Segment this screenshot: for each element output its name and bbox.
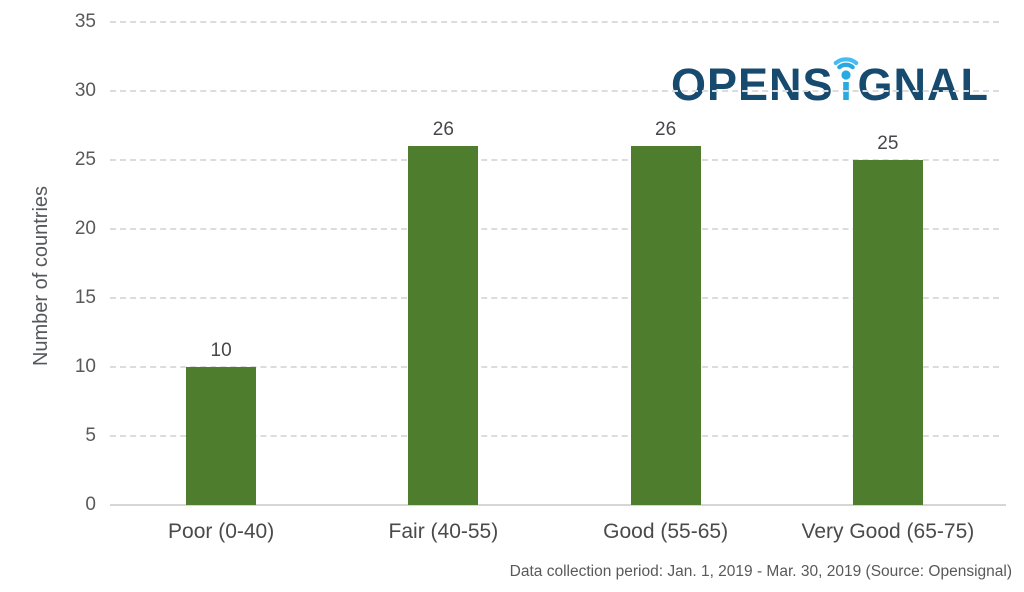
gridline bbox=[110, 90, 999, 92]
y-tick-label: 0 bbox=[85, 494, 96, 515]
bar-fair bbox=[408, 146, 479, 505]
y-tick-label: 10 bbox=[74, 356, 96, 377]
y-tick-label: 5 bbox=[85, 425, 96, 446]
bar-value-label: 26 bbox=[655, 119, 677, 141]
x-tick-label: Fair (40-55) bbox=[388, 520, 499, 543]
gridline bbox=[110, 297, 999, 299]
x-tick-label: Poor (0-40) bbox=[168, 520, 275, 543]
logo-text-opens: OPENS bbox=[670, 59, 834, 110]
x-tick-label: Good (55-65) bbox=[603, 520, 729, 543]
source-caption: Data collection period: Jan. 1, 2019 - M… bbox=[509, 563, 1012, 580]
gridline bbox=[110, 366, 999, 368]
bar-very bbox=[852, 160, 923, 505]
opensignal-logo: OPENS GNAL bbox=[671, 42, 989, 107]
logo-text-gnal: GNAL bbox=[857, 59, 989, 110]
bar-value-label: 26 bbox=[432, 119, 454, 141]
gridline bbox=[110, 159, 999, 161]
y-tick-label: 20 bbox=[74, 218, 96, 239]
y-tick-label: 35 bbox=[74, 11, 96, 32]
x-axis-line bbox=[110, 504, 1006, 506]
gridline bbox=[110, 228, 999, 230]
bar-good bbox=[630, 146, 701, 505]
gridline bbox=[110, 21, 999, 23]
x-tick-label: Very Good (65-75) bbox=[801, 520, 975, 543]
y-tick-label: 15 bbox=[74, 287, 96, 308]
y-tick-label: 25 bbox=[74, 149, 96, 170]
gridline bbox=[110, 435, 999, 437]
bar-value-label: 25 bbox=[877, 133, 899, 154]
bar-value-label: 10 bbox=[210, 340, 232, 361]
bar-poor bbox=[186, 367, 257, 505]
y-tick-label: 30 bbox=[74, 80, 96, 101]
